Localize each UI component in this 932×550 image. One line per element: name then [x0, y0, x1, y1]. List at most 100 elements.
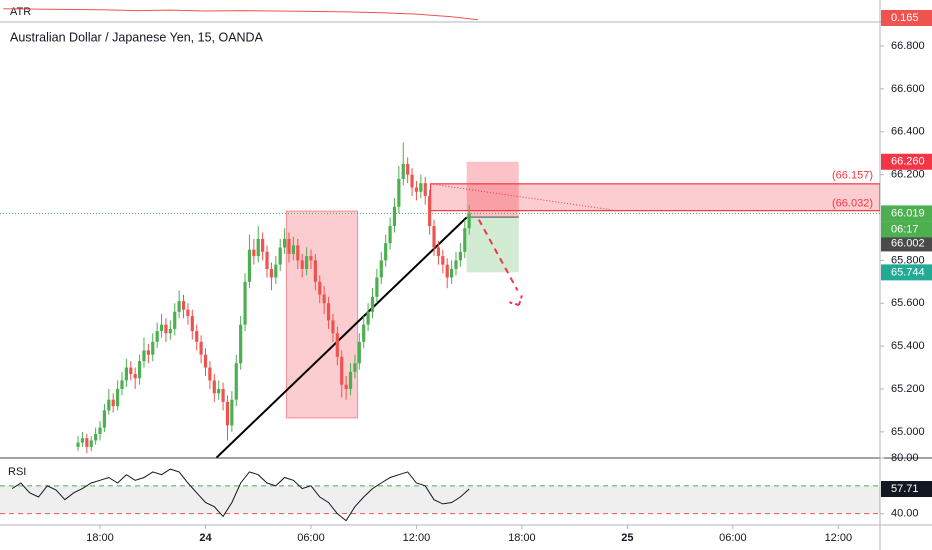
candle-body	[450, 268, 454, 278]
candle-body	[120, 380, 124, 389]
candle-body	[370, 296, 375, 312]
atr-label: ATR	[10, 6, 31, 18]
candle-body	[116, 388, 120, 407]
candle-body	[463, 228, 467, 252]
price-badge	[881, 153, 932, 170]
candle-body	[217, 388, 221, 394]
arrow-head	[509, 301, 520, 306]
main-pane	[0, 142, 880, 458]
candle-body	[366, 311, 370, 325]
candle-body	[225, 401, 230, 426]
chart-title: Australian Dollar / Japanese Yen, 15, OA…	[10, 30, 264, 44]
indicator-badge-label: 0.165	[891, 12, 919, 24]
candle-body	[212, 380, 216, 394]
candle-body	[94, 433, 98, 441]
price-badge	[881, 221, 932, 238]
candle-body	[406, 163, 410, 175]
candle-body	[274, 264, 278, 278]
candle-body	[76, 442, 80, 447]
candle-body	[357, 341, 361, 364]
candle-body	[85, 438, 89, 447]
arrow-head	[518, 295, 523, 306]
y-tick-label: 40.00	[891, 508, 919, 520]
candle-body	[164, 324, 168, 334]
x-tick-label: 12:00	[403, 532, 431, 544]
candle-body	[230, 399, 234, 426]
candle-body	[252, 249, 256, 257]
candle-body	[80, 438, 85, 443]
arrow-line	[477, 219, 519, 291]
price-badge	[881, 235, 932, 252]
candle-body	[309, 256, 313, 261]
candle-body	[432, 226, 436, 248]
candle-body	[269, 268, 274, 278]
candle-body	[247, 249, 252, 282]
y-tick-label: 80.00	[891, 452, 919, 464]
candle-body	[137, 361, 142, 379]
candle-body	[348, 371, 353, 389]
candle-body	[102, 410, 107, 428]
y-tick-label: 65.000	[891, 426, 925, 438]
candle-body	[445, 264, 449, 278]
price-badge	[881, 264, 932, 281]
dotted-line	[430, 183, 621, 212]
candle-body	[243, 281, 247, 325]
candle-body	[199, 341, 203, 355]
candle-body	[203, 354, 208, 368]
candle-body	[190, 316, 194, 332]
target-area	[466, 217, 519, 273]
candle-body	[401, 163, 405, 179]
candle-body	[208, 367, 212, 381]
candle-body	[384, 243, 388, 261]
candle-body	[107, 399, 111, 411]
x-tick-label: 18:00	[86, 532, 114, 544]
candle-body	[362, 324, 366, 342]
candle-body	[111, 399, 115, 407]
y-tick-label: 66.400	[891, 126, 925, 138]
candle-body	[168, 328, 172, 334]
candle-body	[454, 260, 458, 269]
x-tick-label: 06:00	[297, 532, 325, 544]
price-badge	[881, 205, 932, 222]
price-badge-label: 66.260	[891, 156, 925, 168]
rsi-line	[11, 468, 470, 522]
rsi-label: RSI	[8, 466, 26, 478]
x-tick-label: 25	[621, 532, 633, 544]
price-badge-label: 06:17	[891, 223, 919, 235]
candle-body	[419, 183, 423, 192]
rsi-band-fill	[0, 485, 880, 514]
candle-body	[283, 238, 287, 248]
candle-body	[353, 363, 357, 372]
y-tick-label: 65.800	[891, 254, 925, 266]
candle-body	[234, 363, 238, 400]
candle-body	[326, 303, 331, 321]
candle-body	[89, 440, 93, 447]
candle-body	[177, 301, 181, 312]
y-tick-label: 65.600	[891, 297, 925, 309]
zone-label: (66.032)	[832, 198, 873, 210]
candle-body	[335, 333, 339, 357]
candle-body	[441, 256, 445, 265]
indicator-badge	[881, 481, 932, 498]
candle-body	[467, 213, 471, 229]
candle-body	[159, 324, 164, 332]
candle-body	[340, 356, 344, 385]
y-tick-label: 66.200	[891, 169, 925, 181]
candle-body	[397, 178, 401, 207]
candle-body	[256, 238, 260, 257]
candle-body	[142, 350, 146, 362]
candle-body	[458, 251, 462, 261]
candle-body	[296, 245, 300, 261]
candle-body	[322, 294, 326, 304]
candle-body	[261, 238, 265, 252]
x-tick-label: 06:00	[719, 532, 747, 544]
atr-line	[3, 8, 479, 21]
indicator-badge	[881, 10, 932, 26]
candle-body	[124, 367, 128, 381]
candle-body	[392, 206, 397, 227]
candle-body	[414, 187, 419, 192]
x-tick-label: 24	[199, 532, 212, 544]
candle-body	[181, 301, 186, 310]
candle-body	[300, 260, 304, 269]
candle-body	[278, 247, 282, 265]
